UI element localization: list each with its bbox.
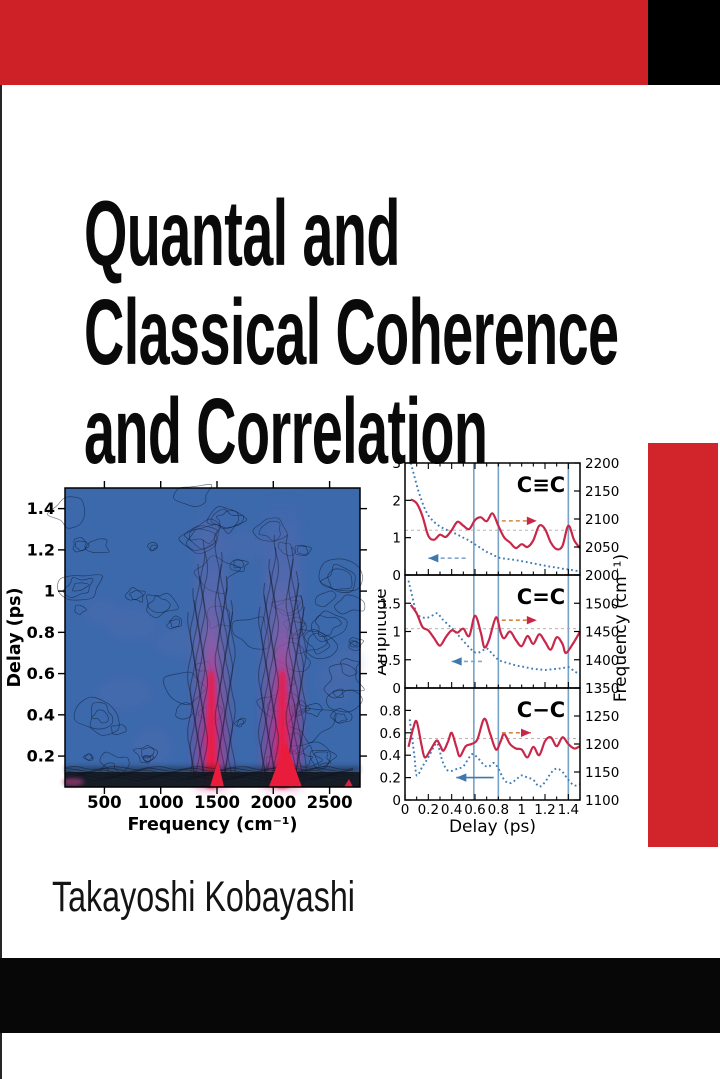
svg-text:0: 0: [401, 802, 410, 818]
svg-text:1.4: 1.4: [27, 499, 55, 518]
svg-text:Frequency (cm⁻¹): Frequency (cm⁻¹): [611, 554, 631, 702]
svg-text:Delay (ps): Delay (ps): [5, 587, 25, 687]
svg-text:1450: 1450: [585, 625, 619, 641]
svg-text:1250: 1250: [585, 709, 619, 725]
svg-text:2500: 2500: [307, 793, 353, 812]
svg-text:1: 1: [44, 582, 55, 601]
svg-text:0.8: 0.8: [27, 623, 55, 642]
svg-text:0.4: 0.4: [27, 705, 55, 724]
svg-text:1.2: 1.2: [534, 802, 555, 818]
svg-text:0.6: 0.6: [464, 802, 485, 818]
svg-text:1500: 1500: [194, 793, 240, 812]
svg-text:0.6: 0.6: [27, 664, 55, 683]
title-line-2: Classical Coherence: [84, 280, 619, 385]
red-accent-block: [648, 443, 718, 847]
svg-text:2150: 2150: [585, 484, 619, 500]
svg-text:2100: 2100: [585, 512, 619, 528]
author-name: Takayoshi Kobayashi: [52, 873, 355, 921]
svg-text:0: 0: [392, 793, 401, 809]
svg-text:0.4: 0.4: [441, 802, 462, 818]
cover-edge-line: [0, 85, 2, 1079]
svg-text:Frequency (cm⁻¹): Frequency (cm⁻¹): [127, 815, 297, 835]
svg-text:0.8: 0.8: [488, 802, 509, 818]
svg-text:1200: 1200: [585, 737, 619, 753]
svg-text:0: 0: [392, 568, 401, 584]
svg-text:1100: 1100: [585, 793, 619, 809]
contour-plot-figure: 500 1000 1500 2000 2500 0.2 0.4 0.6 0.8 1 1.2 1.4 Fr…: [5, 481, 367, 835]
svg-text:1350: 1350: [585, 681, 619, 697]
svg-text:2: 2: [392, 493, 401, 509]
title-line-3: and Correlation: [84, 379, 488, 484]
svg-text:0.4: 0.4: [380, 748, 401, 764]
svg-text:C−C: C−C: [517, 698, 565, 722]
svg-text:1: 1: [392, 531, 401, 547]
svg-text:2000: 2000: [585, 568, 619, 584]
line-plots-figure: C≡C 0 1 2 3 2000 2050 2100 2150 2200 C=C 0 0.5 1 1.5 13…: [378, 456, 631, 837]
svg-text:1.5: 1.5: [380, 596, 401, 612]
top-banner: [0, 0, 648, 85]
svg-text:C=C: C=C: [517, 585, 565, 609]
svg-text:1400: 1400: [585, 653, 619, 669]
svg-text:3: 3: [392, 456, 401, 472]
svg-text:1150: 1150: [585, 765, 619, 781]
title-line-1: Quantal and: [84, 181, 400, 286]
svg-text:1: 1: [392, 625, 401, 641]
svg-text:0.5: 0.5: [380, 653, 401, 669]
svg-text:0.2: 0.2: [380, 771, 401, 787]
svg-text:0.8: 0.8: [380, 703, 401, 719]
svg-text:1000: 1000: [138, 793, 184, 812]
svg-text:Delay (ps): Delay (ps): [449, 817, 536, 837]
svg-text:500: 500: [87, 793, 121, 812]
svg-text:1.4: 1.4: [558, 802, 579, 818]
svg-text:2200: 2200: [585, 456, 619, 472]
svg-text:0.6: 0.6: [380, 726, 401, 742]
svg-text:0.2: 0.2: [27, 747, 55, 766]
book-title: Quantal and Classical Coherence and Corr…: [84, 184, 720, 481]
publisher-footer: CRC CRC Press Taylor & Francis Group: [0, 958, 720, 1033]
svg-text:2000: 2000: [250, 793, 296, 812]
svg-text:1.2: 1.2: [27, 540, 55, 559]
svg-text:0: 0: [392, 681, 401, 697]
svg-text:1500: 1500: [585, 596, 619, 612]
line-plots-canvas: C≡C 0 1 2 3 2000 2050 2100 2150 2200 C=C 0 0.5 1 1.5 13…: [378, 456, 631, 837]
svg-text:0.2: 0.2: [418, 802, 439, 818]
svg-text:C≡C: C≡C: [517, 473, 565, 497]
svg-text:2050: 2050: [585, 540, 619, 556]
contour-plot-canvas: 500 1000 1500 2000 2500 0.2 0.4 0.6 0.8 1 1.2 1.4 Fr…: [5, 481, 367, 835]
top-banner-corner-block: [648, 0, 720, 85]
svg-text:Amplitude: Amplitude: [378, 588, 391, 675]
svg-text:1: 1: [517, 802, 526, 818]
